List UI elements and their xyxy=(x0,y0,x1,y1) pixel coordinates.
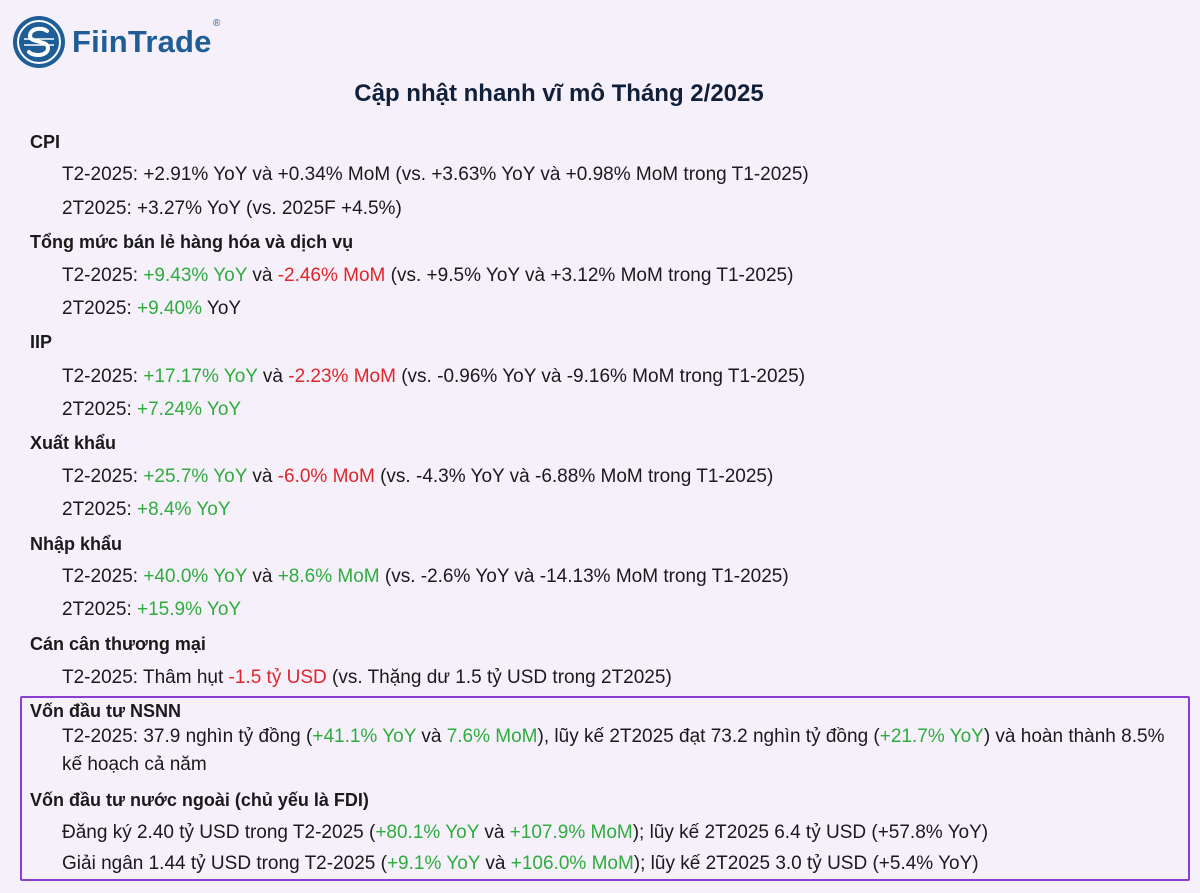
section-line: T2-2025: +2.91% YoY và +0.34% MoM (vs. +… xyxy=(62,164,809,186)
text-segment: T2-2025: 37.9 nghìn tỷ đồng ( xyxy=(62,726,313,747)
section-line: Giải ngân 1.44 tỷ USD trong T2-2025 (+9.… xyxy=(62,853,979,875)
positive-value: +8.4% YoY xyxy=(137,499,231,520)
text-segment: và xyxy=(416,726,447,747)
positive-value: +8.6% MoM xyxy=(277,566,380,587)
text-segment: ); lũy kế 2T2025 3.0 tỷ USD (+5.4% YoY) xyxy=(633,853,979,874)
text-segment: 2T2025: +3.27% YoY (vs. 2025F +4.5%) xyxy=(62,198,402,219)
text-segment: và xyxy=(479,822,510,843)
text-segment: T2-2025: xyxy=(62,366,144,387)
text-segment: YoY xyxy=(201,298,242,319)
text-segment: Đăng ký 2.40 tỷ USD trong T2-2025 ( xyxy=(62,822,376,843)
brand-name: FiinTrade ® xyxy=(72,18,221,59)
page-title: Cập nhật nhanh vĩ mô Tháng 2/2025 xyxy=(354,80,764,107)
text-segment: (vs. -2.6% YoY và -14.13% MoM trong T1-2… xyxy=(379,566,789,587)
fiintrade-logo: FiinTrade ® xyxy=(12,14,221,70)
section-heading: Nhập khẩu xyxy=(30,534,123,554)
section-line: T2-2025: +9.43% YoY và -2.46% MoM (vs. +… xyxy=(62,265,793,287)
text-segment: và xyxy=(247,466,278,487)
positive-value: 7.6% MoM xyxy=(446,726,538,747)
positive-value: +9.43% YoY xyxy=(143,265,248,286)
text-segment: (vs. +9.5% YoY và +3.12% MoM trong T1-20… xyxy=(385,265,794,286)
section-line: T2-2025: +25.7% YoY và -6.0% MoM (vs. -4… xyxy=(62,466,773,488)
text-segment: (vs. -0.96% YoY và -9.16% MoM trong T1-2… xyxy=(395,366,806,387)
text-segment: và xyxy=(247,265,278,286)
positive-value: +7.24% YoY xyxy=(137,399,242,420)
positive-value: +41.1% YoY xyxy=(312,726,417,747)
section-line: 2T2025: +9.40% YoY xyxy=(62,298,241,320)
negative-value: -2.46% MoM xyxy=(277,265,386,286)
text-segment: T2-2025: xyxy=(62,566,144,587)
section-paragraph: T2-2025: 37.9 nghìn tỷ đồng (+41.1% YoY … xyxy=(62,723,1187,779)
section-line: T2-2025: +17.17% YoY và -2.23% MoM (vs. … xyxy=(62,366,805,388)
positive-value: +106.0% MoM xyxy=(510,853,634,874)
positive-value: +25.7% YoY xyxy=(143,466,248,487)
text-segment: T2-2025: +2.91% YoY và +0.34% MoM (vs. +… xyxy=(62,164,809,185)
text-segment: 2T2025: xyxy=(62,599,137,620)
text-segment: ) và hoàn thành 8.5% kế hoạch cả năm xyxy=(62,726,1165,775)
section-line: 2T2025: +8.4% YoY xyxy=(62,499,231,521)
highlight-box xyxy=(20,696,1190,881)
positive-value: +107.9% MoM xyxy=(509,822,633,843)
section-heading: Cán cân thương mại xyxy=(30,634,206,654)
section-heading: IIP xyxy=(30,332,53,352)
negative-value: -6.0% MoM xyxy=(277,466,375,487)
section-line: 2T2025: +3.27% YoY (vs. 2025F +4.5%) xyxy=(62,198,402,220)
section-line: 2T2025: +15.9% YoY xyxy=(62,599,241,621)
text-segment: T2-2025: Thâm hụt xyxy=(62,667,229,688)
positive-value: +21.7% YoY xyxy=(879,726,984,747)
text-segment: T2-2025: xyxy=(62,265,144,286)
text-segment: (vs. Thặng dư 1.5 tỷ USD trong 2T2025) xyxy=(326,667,672,688)
section-heading: Tổng mức bán lẻ hàng hóa và dịch vụ xyxy=(30,232,354,252)
positive-value: +15.9% YoY xyxy=(137,599,242,620)
section-heading: Vốn đầu tư NSNN xyxy=(30,701,182,721)
fiintrade-emblem-icon xyxy=(13,16,65,68)
text-segment: ); lũy kế 2T2025 6.4 tỷ USD (+57.8% YoY) xyxy=(632,822,989,843)
text-segment: 2T2025: xyxy=(62,298,137,319)
text-segment: Giải ngân 1.44 tỷ USD trong T2-2025 ( xyxy=(62,853,387,874)
section-line: 2T2025: +7.24% YoY xyxy=(62,399,241,421)
text-segment: ), lũy kế 2T2025 đạt 73.2 nghìn tỷ đồng … xyxy=(537,726,880,747)
negative-value: -2.23% MoM xyxy=(288,366,396,387)
positive-value: +9.1% YoY xyxy=(386,853,481,874)
text-segment: 2T2025: xyxy=(62,499,137,520)
section-line: Đăng ký 2.40 tỷ USD trong T2-2025 (+80.1… xyxy=(62,822,988,844)
text-segment: T2-2025: xyxy=(62,466,144,487)
text-segment: (vs. -4.3% YoY và -6.88% MoM trong T1-20… xyxy=(374,466,774,487)
positive-value: +9.40% xyxy=(137,298,202,319)
text-segment: và xyxy=(257,366,289,387)
positive-value: +80.1% YoY xyxy=(375,822,480,843)
negative-value: -1.5 tỷ USD xyxy=(228,667,327,688)
text-segment: và xyxy=(480,853,511,874)
section-heading: CPI xyxy=(30,132,61,152)
text-segment: 2T2025: xyxy=(62,399,137,420)
section-line: T2-2025: +40.0% YoY và +8.6% MoM (vs. -2… xyxy=(62,566,789,588)
section-heading: Xuất khẩu xyxy=(30,433,117,453)
text-segment: và xyxy=(247,566,278,587)
section-line: T2-2025: Thâm hụt -1.5 tỷ USD (vs. Thặng… xyxy=(62,667,672,689)
positive-value: +40.0% YoY xyxy=(143,566,248,587)
positive-value: +17.17% YoY xyxy=(143,366,258,387)
section-heading: Vốn đầu tư nước ngoài (chủ yếu là FDI) xyxy=(30,790,369,810)
